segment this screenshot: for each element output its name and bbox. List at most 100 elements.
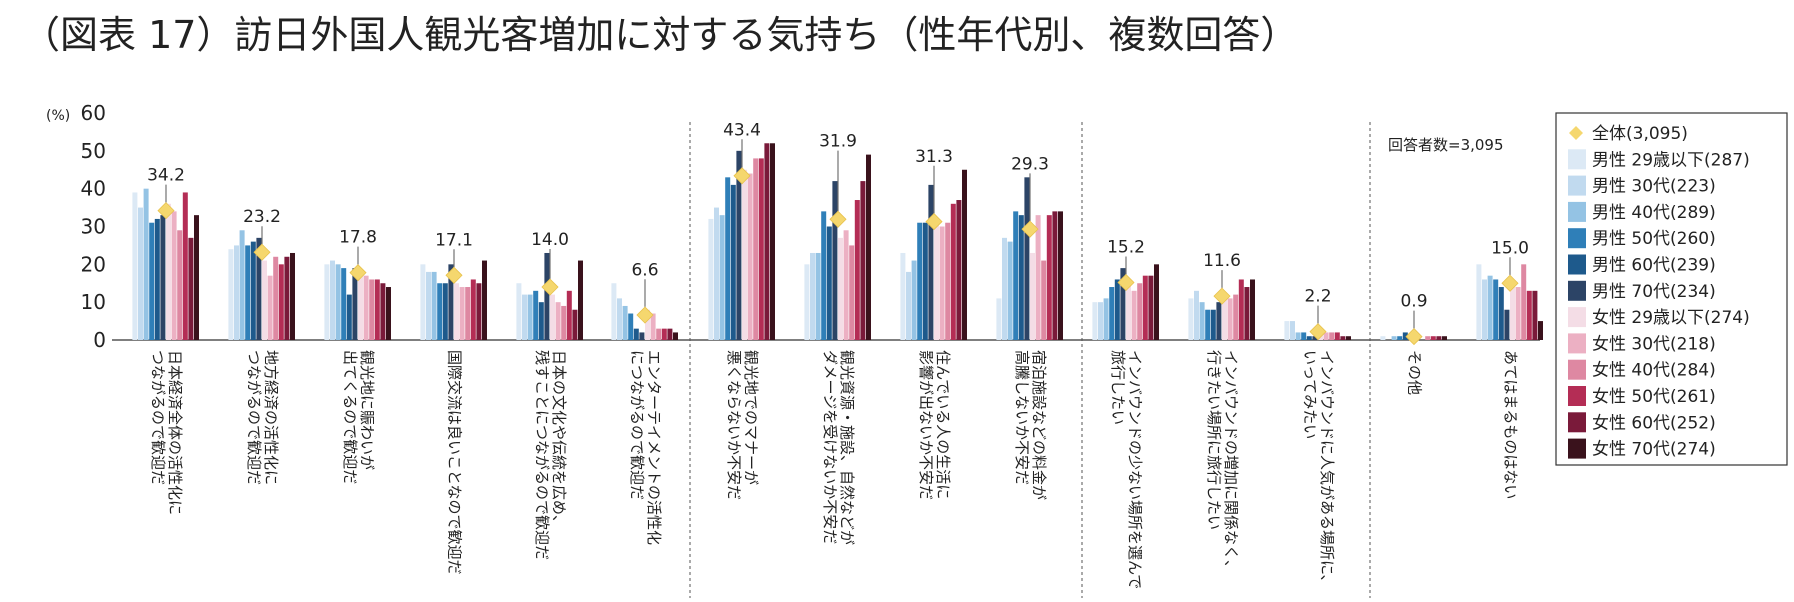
bar [1510, 283, 1515, 340]
category-label: 出てくるので歓迎だ [341, 350, 359, 484]
group-separators [689, 122, 1371, 598]
category-label: 地方経済の活性化に [262, 350, 280, 485]
data-label: 15.0 [1491, 238, 1529, 258]
bar [900, 252, 906, 340]
bar [149, 222, 155, 340]
bar [1098, 302, 1103, 340]
category-label: つながるので歓迎だ [245, 350, 263, 485]
y-tick-label: 10 [81, 290, 106, 314]
category-label: つながるので歓迎だ [149, 350, 167, 485]
bar [465, 287, 471, 340]
bar [1498, 287, 1504, 340]
bar [228, 249, 234, 340]
bar [1210, 309, 1216, 340]
bar [810, 252, 815, 340]
legend-label: 女性 60代(252) [1592, 413, 1716, 433]
legend-items: 全体(3,095) 男性 29歳以下(287) 男性 30代(223) 男性 40代(… [1568, 124, 1750, 460]
legend-label: 全体(3,095) [1592, 124, 1688, 144]
bar [719, 215, 725, 340]
bar [1114, 279, 1120, 340]
bar [611, 283, 617, 340]
bar [645, 309, 650, 340]
bar [1148, 275, 1154, 340]
data-label: 6.6 [631, 260, 658, 280]
bar [335, 264, 341, 340]
bar [1290, 321, 1295, 340]
category-label: ダメージを受けないか不安だ [821, 350, 839, 544]
legend-label: 女性 29歳以下(274) [1592, 308, 1750, 328]
bar [1329, 332, 1335, 340]
bar [1007, 241, 1013, 340]
legend-swatch [1568, 307, 1586, 328]
bar [1188, 298, 1194, 340]
bar [854, 200, 860, 340]
legend: 全体(3,095) 男性 29歳以下(287) 男性 30代(223) 男性 40代(… [1555, 112, 1788, 466]
bar [1538, 321, 1543, 340]
bar [934, 222, 939, 340]
category-label: その他 [1406, 350, 1424, 395]
total-marker [1117, 273, 1135, 292]
category-label: につながるので歓迎だ [628, 350, 646, 500]
bar [730, 184, 736, 340]
bar [1436, 336, 1442, 340]
category-label: 住んでいる人の生活に [934, 350, 952, 499]
bar [1526, 290, 1532, 340]
category-label: 国際交流は良いことなので歓迎だ [446, 350, 464, 575]
bar [1002, 237, 1007, 340]
bar [1013, 211, 1019, 340]
bar [188, 237, 194, 340]
y-ticks: 0 10 20 30 40 50 60 [81, 101, 106, 352]
bar [459, 287, 465, 340]
bar [1058, 211, 1063, 340]
legend-label: 男性 70代(234) [1592, 282, 1716, 302]
bar [742, 169, 747, 340]
bar [753, 158, 759, 340]
data-label: 17.8 [339, 228, 377, 248]
bar [154, 218, 160, 340]
data-label: 14.0 [531, 230, 569, 250]
bar [1515, 287, 1521, 340]
bar [454, 283, 459, 340]
bar [1521, 264, 1527, 340]
legend-swatch [1568, 228, 1586, 249]
bar [516, 283, 522, 340]
bars [132, 143, 1543, 340]
bar [1402, 332, 1408, 340]
category-label: 行きたい場所に旅行したい [1205, 350, 1223, 530]
legend-label: 男性 30代(223) [1592, 177, 1716, 197]
bar [561, 305, 567, 340]
bar [764, 143, 770, 340]
data-label: 0.9 [1400, 292, 1427, 312]
bar [442, 283, 448, 340]
total-marker [157, 202, 175, 220]
category-label: 影響が出ないか不安だ [917, 350, 935, 500]
data-label: 11.6 [1203, 251, 1241, 271]
category-label: インバウンドの少ない場所を選んで [1126, 350, 1144, 589]
bar [911, 260, 917, 340]
bar [1397, 336, 1403, 340]
bar [374, 279, 380, 340]
bar [667, 328, 673, 340]
data-label: 34.2 [147, 166, 185, 186]
bar [1430, 336, 1436, 340]
bar [1194, 290, 1199, 340]
respondents-note: 回答者数=3,095 [1388, 136, 1504, 154]
bar [656, 328, 662, 340]
bar [1205, 309, 1211, 340]
bar [639, 332, 645, 340]
bar [426, 271, 431, 340]
bar [962, 169, 967, 340]
bar [1030, 252, 1035, 340]
bar [380, 283, 386, 340]
bar [171, 211, 177, 340]
bar [1284, 321, 1290, 340]
bar [1052, 211, 1058, 340]
bar [1504, 309, 1510, 340]
bar [346, 294, 352, 340]
bar [725, 177, 731, 340]
bar [267, 275, 273, 340]
bar [1126, 279, 1131, 340]
bar [758, 158, 764, 340]
y-axis: (%) 0 10 20 30 40 50 60 [46, 101, 106, 352]
total-marker [829, 210, 847, 228]
